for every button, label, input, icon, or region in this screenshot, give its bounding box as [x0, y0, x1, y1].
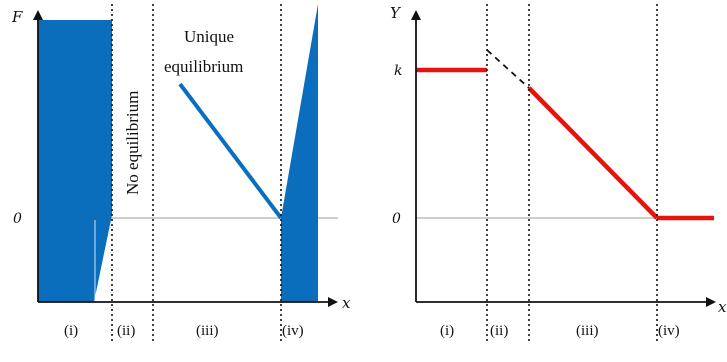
- right-x-axis-label: x: [718, 298, 727, 316]
- left-region-iv-fill: [281, 4, 318, 302]
- right-panel: Y x k 0 (i) (ii) (iii) (iv): [390, 4, 727, 342]
- left-region-label-iii: (iii): [196, 323, 219, 339]
- left-y-axis-label: F: [11, 8, 23, 26]
- right-region-iii-segment: [527, 86, 659, 220]
- right-zero-label: 0: [392, 211, 401, 227]
- right-region-label-iii: (iii): [576, 323, 599, 339]
- no-equilibrium-annotation: No equilibrium: [123, 91, 142, 195]
- left-region-i-fill: [38, 20, 112, 302]
- left-region-label-iv: (iv): [282, 323, 304, 339]
- left-panel: F x 0 No equilibrium Unique equilibrium …: [11, 4, 351, 342]
- right-region-label-iv: (iv): [658, 323, 680, 339]
- right-dashed-extension: [486, 49, 530, 89]
- right-region-label-i: (i): [440, 323, 454, 339]
- left-region-label-ii: (ii): [117, 323, 135, 339]
- right-region-label-ii: (ii): [490, 323, 508, 339]
- unique-equilibrium-annotation-line2: equilibrium: [164, 57, 243, 76]
- left-x-axis-label: x: [342, 294, 351, 312]
- left-zero-label: 0: [13, 211, 22, 227]
- left-unique-equilibrium-line: [178, 82, 283, 220]
- right-k-label: k: [394, 63, 402, 79]
- unique-equilibrium-annotation-line1: Unique: [184, 27, 234, 46]
- left-region-label-i: (i): [64, 323, 78, 339]
- right-y-axis-label: Y: [390, 4, 402, 22]
